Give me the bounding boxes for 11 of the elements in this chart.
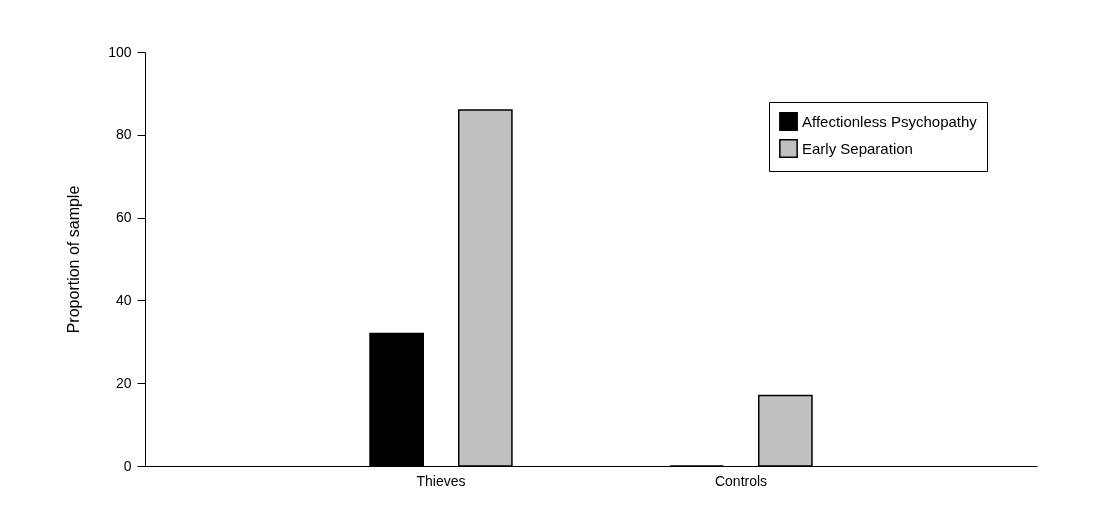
x-tick-label: Controls (714, 472, 768, 489)
legend-label: Affectionless Psychopathy (802, 112, 978, 130)
y-tick-label: 0 (123, 457, 132, 474)
y-tick-label: 80 (115, 126, 132, 143)
x-tick-label: Thieves (416, 472, 466, 489)
y-tick-label: 100 (108, 43, 132, 60)
legend-label: Early Separation (802, 139, 913, 157)
y-tick-label: 60 (115, 209, 132, 226)
y-tick-label: 40 (115, 291, 132, 308)
y-axis-title: Proportion of sample (65, 185, 83, 334)
y-tick-label: 20 (115, 374, 132, 391)
